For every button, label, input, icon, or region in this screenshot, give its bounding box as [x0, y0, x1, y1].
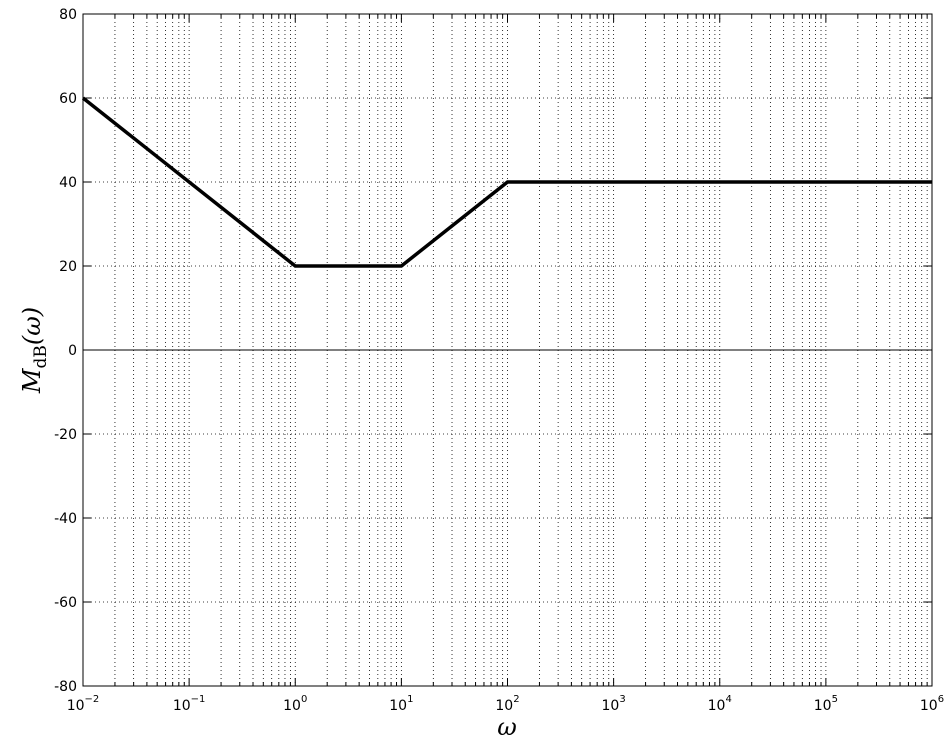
y-axis-title-main: M	[18, 367, 46, 394]
x-tick-label-base: 10	[67, 698, 85, 714]
x-tick-label: 10−1	[173, 694, 206, 714]
magnitude-line	[81, 96, 932, 268]
y-axis-title-argument: (ω)	[18, 307, 46, 345]
x-tick-label-base: 10	[920, 698, 938, 714]
x-tick-label-exponent: 5	[832, 694, 838, 705]
y-axis-title-group: MdB(ω)	[18, 307, 51, 394]
x-tick-label-exponent: 3	[619, 694, 625, 705]
y-axis-title: MdB(ω)	[18, 307, 51, 394]
y-tick-label: 0	[68, 343, 77, 359]
y-tick-labels: 80 60 40 20 0 -20 -40 -60 -80	[54, 7, 77, 695]
series-layer	[81, 96, 932, 268]
x-tick-label: 104	[708, 694, 732, 714]
y-tick-label: -80	[54, 679, 77, 695]
y-tick-label: -20	[54, 427, 77, 443]
x-tick-label-base: 10	[814, 698, 832, 714]
y-tick-label: 20	[59, 259, 77, 275]
y-tick-label: 80	[59, 7, 77, 23]
x-tick-label-base: 10	[708, 698, 726, 714]
x-tick-label: 105	[814, 694, 838, 714]
x-tick-label: 10−2	[67, 694, 100, 714]
x-tick-label: 106	[920, 694, 944, 714]
x-tick-label-exponent: 2	[513, 694, 519, 705]
x-tick-label-base: 10	[495, 698, 513, 714]
y-tick-label: -40	[54, 511, 77, 527]
x-tick-label-exponent: −2	[85, 694, 100, 705]
x-tick-label: 102	[495, 694, 519, 714]
x-tick-label-base: 10	[283, 698, 301, 714]
x-tick-label-base: 10	[173, 698, 191, 714]
tick-marks	[82, 13, 933, 687]
y-axis-title-subscript: dB	[31, 345, 51, 368]
x-tick-label: 101	[389, 694, 413, 714]
x-tick-label: 100	[283, 694, 307, 714]
x-axis-title: ω	[497, 713, 517, 741]
x-tick-label-exponent: 4	[725, 694, 731, 705]
x-tick-label: 103	[602, 694, 626, 714]
y-tick-label: -60	[54, 595, 77, 611]
x-tick-label-base: 10	[602, 698, 620, 714]
x-tick-label-base: 10	[389, 698, 407, 714]
y-tick-label: 60	[59, 91, 77, 107]
x-tick-label-exponent: −1	[191, 694, 206, 705]
x-tick-labels: 10−2 10−1 100 101 102 103 104 105 106	[67, 694, 944, 714]
x-tick-label-exponent: 6	[938, 694, 944, 705]
y-tick-label: 40	[59, 175, 77, 191]
x-tick-label-exponent: 0	[301, 694, 307, 705]
x-tick-label-exponent: 1	[407, 694, 413, 705]
